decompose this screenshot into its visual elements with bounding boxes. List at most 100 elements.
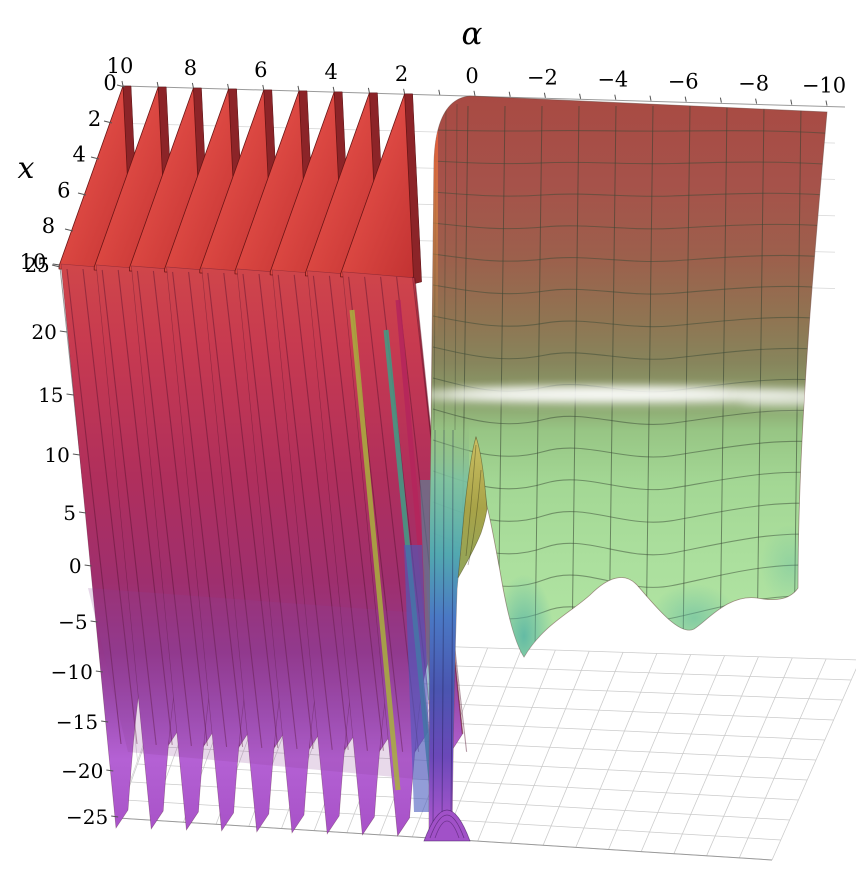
alpha-tick-mark bbox=[121, 80, 124, 87]
alpha-axis-label: α bbox=[462, 16, 483, 52]
curtain-mesh-line bbox=[312, 275, 368, 751]
mesh-line-vertical bbox=[719, 105, 728, 651]
z-tick-label: −10 bbox=[51, 660, 93, 684]
waterfall-line bbox=[432, 429, 436, 826]
x-tick-label: 2 bbox=[88, 107, 101, 131]
alpha-tick-label: −4 bbox=[597, 68, 628, 92]
alpha-tick-label: 6 bbox=[254, 58, 267, 82]
mesh-line-horizontal bbox=[432, 408, 827, 425]
mesh-line-vertical bbox=[571, 105, 580, 651]
alpha-tick-label: −10 bbox=[802, 74, 846, 98]
x-tick-mark bbox=[103, 120, 113, 124]
x-tick-label: 4 bbox=[73, 143, 86, 167]
z-tick-mark bbox=[78, 511, 87, 514]
mesh-line-horizontal bbox=[432, 253, 827, 262]
alpha-tick-mark bbox=[191, 82, 194, 89]
z-tick-label: 15 bbox=[38, 383, 63, 407]
z-tick-label: 25 bbox=[24, 253, 49, 277]
curtain-mesh-line bbox=[277, 274, 333, 750]
alpha-tick-mark bbox=[649, 95, 652, 101]
axis-ticks: 10 8 6 4 2 0 −2 −4 −6 −8 −1002468102520151050−5−10… bbox=[20, 54, 847, 829]
curtain-mesh-line bbox=[188, 271, 244, 747]
dip-teal-shading bbox=[650, 584, 738, 652]
right-dip-shading bbox=[760, 525, 820, 605]
alpha-tick-mark bbox=[614, 94, 617, 100]
alpha-tick-mark bbox=[262, 84, 265, 91]
z-tick-label: 20 bbox=[31, 320, 56, 344]
alpha-tick-mark bbox=[438, 89, 441, 95]
curtain-mesh-line bbox=[172, 271, 228, 747]
z-tick-mark bbox=[111, 815, 119, 818]
cliff-rim-highlight bbox=[429, 96, 438, 336]
olive-peak bbox=[457, 435, 488, 579]
z-tick-mark bbox=[66, 393, 74, 396]
curtain-mesh-line bbox=[223, 272, 279, 748]
z-tick-mark bbox=[59, 330, 67, 333]
alpha-tick-label: 4 bbox=[325, 60, 338, 84]
z-tick-mark bbox=[90, 620, 98, 623]
mesh-line-horizontal bbox=[432, 470, 827, 491]
blue-sheet-strip bbox=[404, 545, 432, 812]
alpha-tick-label: 0 bbox=[465, 64, 478, 88]
x-tick-label: 0 bbox=[103, 71, 116, 95]
waterfall-line bbox=[450, 429, 454, 826]
alpha-tick-mark bbox=[719, 97, 722, 103]
mesh-line-horizontal bbox=[432, 501, 827, 523]
dome-arc-line bbox=[434, 820, 460, 839]
z-tick-label: −25 bbox=[66, 805, 108, 829]
z-tick-label: −15 bbox=[56, 710, 98, 734]
alpha-tick-mark bbox=[790, 99, 793, 105]
curtain-mesh-line bbox=[207, 272, 263, 748]
mesh-line-vertical bbox=[682, 105, 691, 651]
curtain-mesh-line bbox=[101, 269, 157, 746]
mesh-line-horizontal bbox=[432, 191, 827, 197]
specular-highlight-right bbox=[740, 397, 827, 405]
alpha-tick-label: −6 bbox=[668, 70, 699, 94]
alpha-tick-label: −8 bbox=[738, 72, 769, 96]
z-tick-mark bbox=[106, 769, 114, 772]
x-tick-label: 6 bbox=[57, 178, 70, 202]
alpha-tick-mark bbox=[473, 90, 476, 96]
curtain-mesh-line bbox=[82, 268, 138, 745]
z-tick-mark bbox=[52, 263, 60, 266]
z-tick-label: 10 bbox=[44, 443, 69, 467]
peak-mesh-line bbox=[465, 444, 477, 557]
inter-sheet-color-streak bbox=[349, 309, 401, 791]
alpha-tick-mark bbox=[508, 91, 511, 97]
x-tick-mark bbox=[116, 84, 126, 88]
x-tick-mark bbox=[51, 264, 61, 268]
alpha-tick-mark bbox=[367, 87, 370, 93]
z-tick-label: −5 bbox=[58, 610, 87, 634]
alpha-tick-mark bbox=[332, 86, 335, 92]
mesh-line-horizontal bbox=[432, 284, 827, 295]
curtain-mesh-line bbox=[328, 275, 384, 751]
z-tick-label: 0 bbox=[69, 554, 82, 578]
mesh-line-vertical bbox=[608, 105, 617, 651]
x-axis-label: x bbox=[18, 151, 35, 186]
alpha-tick-label: −2 bbox=[527, 66, 558, 90]
waterfall-line bbox=[441, 429, 445, 826]
specular-highlight-core bbox=[450, 389, 730, 397]
curtain-mesh-line bbox=[66, 268, 122, 745]
mesh-line-vertical bbox=[831, 106, 838, 650]
x-tick-label: 10 bbox=[20, 250, 47, 274]
floor-grid-line bbox=[130, 781, 790, 821]
z-tick-mark bbox=[84, 564, 92, 567]
alpha-tick-mark bbox=[156, 81, 159, 88]
curtain-mesh-line bbox=[117, 269, 173, 746]
sheet-red-sail bbox=[340, 93, 414, 280]
mesh-line-horizontal bbox=[432, 439, 827, 458]
mesh-line-horizontal bbox=[432, 346, 827, 360]
mesh-line-horizontal bbox=[432, 315, 827, 328]
smooth-surface bbox=[423, 95, 838, 842]
alpha-tick-label: 10 bbox=[107, 54, 134, 78]
pole-sheet-curtains bbox=[58, 85, 468, 837]
alpha-tick-mark bbox=[297, 85, 300, 91]
alpha-tick-mark bbox=[227, 83, 230, 90]
mesh-line-horizontal bbox=[432, 160, 827, 166]
alpha-tick-mark bbox=[684, 96, 687, 102]
x-tick-mark bbox=[64, 228, 74, 232]
dome-arc-line bbox=[429, 814, 465, 839]
